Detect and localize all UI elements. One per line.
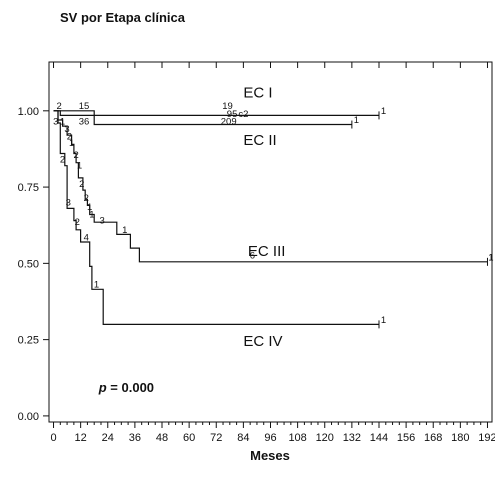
series-ec-iii [53, 110, 488, 263]
survival-curves [53, 110, 488, 329]
risk-number: 1 [381, 106, 386, 117]
x-tick-label: 36 [129, 432, 141, 444]
top-axis-ticks [53, 62, 488, 68]
risk-number: 6 [250, 251, 255, 262]
risk-number: 3 [53, 116, 58, 127]
x-tick-label: 96 [264, 432, 276, 444]
risk-number: 1 [60, 116, 65, 127]
risk-number: 1 [87, 202, 92, 213]
risk-number: 3 [99, 216, 104, 227]
x-tick-label: 24 [102, 432, 114, 444]
y-tick-label: 0.75 [18, 182, 39, 194]
curve-label: EC II [243, 132, 276, 149]
p-value-annotation: p = 0.000 [98, 380, 154, 395]
risk-number: 1 [488, 252, 493, 263]
risk-number: 1 [94, 280, 99, 291]
x-axis: 0 12 24 36 48 60 72 84 96 108 120 132 144 156 168 180 19… [50, 422, 495, 444]
x-tick-label: 180 [451, 432, 469, 444]
y-axis: 0.00 0.25 0.50 0.75 1.00 [18, 106, 49, 423]
risk-number: 2 [79, 179, 84, 190]
x-tick-label: 60 [183, 432, 195, 444]
x-tick-label: 132 [343, 432, 361, 444]
risk-number: 1 [354, 115, 359, 126]
x-tick-label: 192 [478, 432, 495, 444]
risk-number: 19 [222, 101, 233, 112]
chart-title: SV por Etapa clínica [60, 10, 186, 25]
x-tick-label: 84 [237, 432, 249, 444]
series-ec-i [53, 110, 379, 117]
y-tick-label: 1.00 [18, 106, 39, 118]
risk-number: 1 [77, 161, 82, 172]
series-ec-iv [53, 110, 379, 325]
risk-number: 2 [57, 101, 62, 112]
y-tick-label: 0.25 [18, 335, 39, 347]
risk-number: 2 [75, 217, 80, 228]
x-tick-label: 12 [75, 432, 87, 444]
series-ec-ii [53, 110, 352, 126]
x-tick-label: 0 [50, 432, 56, 444]
x-axis-label: Meses [250, 448, 290, 463]
risk-number: 1 [89, 210, 94, 221]
y-tick-label: 0.00 [18, 411, 39, 423]
risk-number: 3 [66, 197, 71, 208]
risk-number: 209 [221, 116, 237, 127]
x-tick-label: 120 [316, 432, 334, 444]
curve-label: EC III [248, 243, 286, 260]
p-value-number: = 0.000 [110, 380, 154, 395]
risk-number: 1 [122, 225, 127, 236]
curve-label: EC IV [243, 333, 282, 350]
y-tick-label: 0.50 [18, 258, 39, 270]
curve-label: EC I [243, 85, 272, 102]
risk-number: 4 [84, 232, 89, 243]
risk-number: 2 [67, 132, 72, 143]
x-tick-label: 48 [156, 432, 168, 444]
x-tick-label: 144 [370, 432, 388, 444]
risk-number: 15 [79, 101, 90, 112]
risk-number: 2 [73, 150, 78, 161]
x-tick-label: 72 [210, 432, 222, 444]
risk-number: 1 [69, 138, 74, 149]
risk-number: 95 [227, 109, 238, 120]
risk-number: 2 [84, 193, 89, 204]
risk-number: 3 [64, 124, 69, 135]
x-tick-label: 168 [424, 432, 442, 444]
risk-number: 2 [60, 155, 65, 166]
x-tick-label: 108 [288, 432, 306, 444]
risk-number: 36 [79, 116, 90, 127]
x-tick-label: 156 [397, 432, 415, 444]
p-value-symbol: p [98, 380, 107, 395]
curve-labels: EC I EC II EC III EC IV [243, 85, 285, 351]
risk-number: 1 [381, 315, 386, 326]
risk-number: c2 [238, 109, 248, 120]
